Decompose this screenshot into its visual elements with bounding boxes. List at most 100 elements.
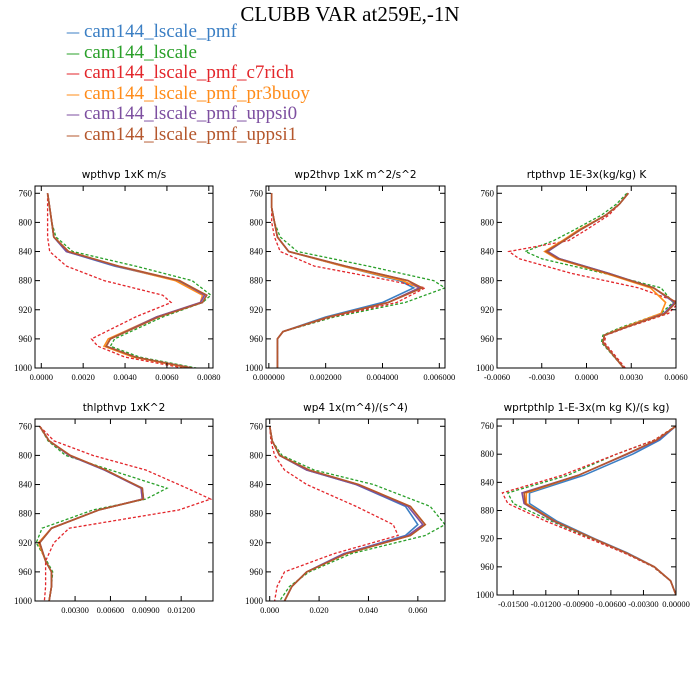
x-tick-label: -0.00900 [563,599,593,609]
panel-title: wpthvp 1xK m/s [82,169,167,181]
y-tick-label: 800 [250,217,264,227]
x-tick-label: 0.00600 [97,605,125,615]
panel-4: thlpthvp 1xK^2 760 800 840 880 920 960 1000 0.00… [14,402,214,615]
series-line [268,426,424,601]
y-tick-label: 840 [19,480,33,490]
x-tick-label: 0.002000 [310,372,342,382]
series-line [506,425,676,595]
plot-frame [34,418,214,602]
y-tick-label: 800 [250,450,264,460]
plot-frame [265,185,446,369]
y-tick-label: 920 [481,534,495,544]
plot-frame [265,418,446,602]
y-tick-label: 840 [250,247,264,257]
series-line [521,425,676,595]
series-line [39,425,213,601]
series-group [268,426,445,601]
y-tick-label: 760 [481,421,495,431]
x-tick-label: 0.0060 [155,372,178,382]
x-tick-label: -0.00600 [596,599,626,609]
x-tick-label: 0.060 [408,605,427,615]
x-tick-label: 0.0020 [71,372,94,382]
y-tick-label: 760 [19,188,33,198]
y-tick-label: 840 [481,477,495,487]
panel-title: wp4 1x(m^4)/(s^4) [303,402,408,414]
x-tick-label: -0.01200 [531,599,561,609]
y-tick-label: 760 [250,421,264,431]
y-tick-label: 1000 [476,590,495,600]
panel-title: wp2thvp 1xK m^2/s^2 [294,169,416,181]
x-tick-label: 0.020 [310,605,329,615]
x-tick-label: 0.000000 [253,372,285,382]
panel-1: wpthvp 1xK m/s76080084088092096010000.00… [14,169,220,382]
legend-label: cam144_lscale_pmf_pr3buoy [84,82,310,104]
panel-2: wp2thvp 1xK m^2/s^2 760 800 840 880 920 960 100… [245,169,455,382]
panel-title: thlpthvp 1xK^2 [83,402,166,414]
y-tick-label: 960 [481,562,495,572]
legend-label: cam144_lscale_pmf_uppsi1 [84,123,298,145]
legend-line-marker: — [66,25,80,41]
x-tick-label: 0.000 [260,605,279,615]
x-tick-label: -0.00300 [628,599,658,609]
y-tick-label: 880 [19,509,33,519]
x-tick-label: 0.0000 [30,372,53,382]
legend-item: — cam144_lscale_pmf_uppsi1 [66,123,310,146]
series-line [543,192,667,368]
panel-5: wp4 1x(m^4)/(s^4)76080084088092096010000… [245,402,446,615]
legend-label: cam144_lscale [84,41,197,63]
y-tick-label: 960 [19,567,33,577]
y-tick-label: 960 [250,567,264,577]
y-tick-label: 1000 [14,363,33,373]
y-tick-label: 1000 [245,363,264,373]
y-tick-label: 800 [481,217,495,227]
panel-3: rtpthvp 1E-3x(kg/kg) K 760 800 840 880 920 960… [476,169,688,382]
series-line [268,426,427,601]
x-tick-label: 0.0040 [113,372,136,382]
legend-line-marker: — [66,66,80,82]
x-tick-label: -0.01500 [498,599,528,609]
plot-frame [496,185,677,369]
y-tick-label: 760 [481,188,495,198]
series-line [268,426,419,601]
legend-line-marker: — [66,86,80,103]
y-tick-label: 1000 [14,596,33,606]
y-tick-label: 920 [250,538,264,548]
series-group [35,425,213,601]
x-tick-label: 0.040 [359,605,378,615]
y-tick-label: 800 [19,450,33,460]
legend-item: — cam144_lscale [66,41,310,64]
y-tick-label: 1000 [476,363,495,373]
plot-frame [34,185,214,369]
y-tick-label: 960 [250,334,264,344]
series-group [46,193,212,368]
panel-6: wprtpthlp 1-E-3x(m kg K)/(s kg) 760 800 840… [476,402,690,609]
legend-line-marker: — [66,45,80,62]
legend-line-marker: — [66,127,80,144]
y-tick-label: 760 [250,188,264,198]
y-tick-label: 800 [481,449,495,459]
series-group [270,193,445,368]
series-line [546,192,676,368]
y-tick-label: 840 [19,247,33,257]
x-tick-label: 0.00000 [662,599,690,609]
series-group [501,425,676,595]
y-tick-label: 800 [19,217,33,227]
y-tick-label: 760 [19,421,33,431]
x-tick-label: 0.00300 [61,605,89,615]
x-tick-label: 0.0030 [620,372,643,382]
x-tick-label: 0.0060 [664,372,687,382]
x-tick-label: -0.0060 [484,372,510,382]
series-line [46,193,184,368]
y-tick-label: 880 [19,276,33,286]
x-tick-label: 0.006000 [423,372,455,382]
legend: — cam144_lscale_pmf — cam144_lscale — cam14… [66,21,310,146]
x-tick-label: 0.0000 [575,372,598,382]
series-line [46,193,212,368]
x-tick-label: 0.004000 [367,372,399,382]
series-line [38,425,145,601]
x-tick-label: 0.00900 [132,605,160,615]
legend-item: — cam144_lscale_pmf_c7rich [66,62,310,84]
y-tick-label: 880 [250,509,264,519]
legend-label: cam144_lscale_pmf [84,21,238,42]
